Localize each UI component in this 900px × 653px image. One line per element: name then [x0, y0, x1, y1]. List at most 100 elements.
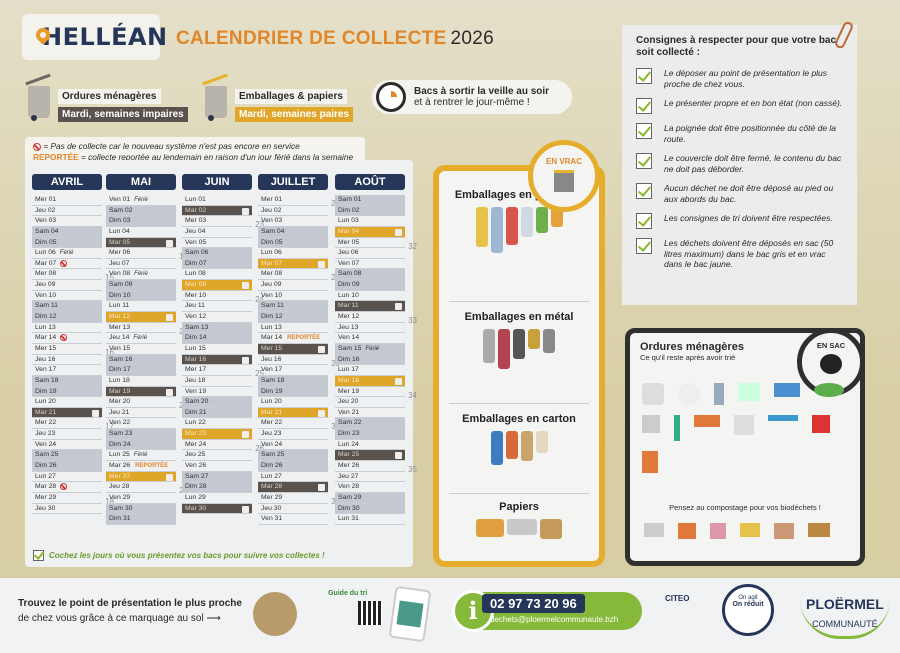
- calendar-day[interactable]: Mar 05: [106, 237, 176, 249]
- day-label: Sam 25: [35, 451, 59, 459]
- calendar-day[interactable]: Mar 21: [258, 407, 328, 419]
- calendar-day[interactable]: Mar 16: [182, 354, 252, 366]
- collection-checkbox[interactable]: [395, 377, 402, 385]
- email-link[interactable]: dechets@ploermelcommunaute.bzh: [490, 615, 619, 624]
- day-label: Jeu 21: [109, 408, 130, 416]
- collection-checkbox[interactable]: [395, 228, 402, 236]
- calendar-day: Mer 0127: [258, 195, 340, 208]
- collection-checkbox[interactable]: [242, 356, 249, 364]
- calendar-day: Jeu 11: [182, 301, 252, 313]
- collection-checkbox[interactable]: [242, 207, 249, 215]
- collection-checkbox[interactable]: [318, 260, 325, 268]
- day-label: Sam 02: [109, 206, 133, 214]
- week-number: 18: [105, 496, 114, 506]
- week-number: 17: [105, 422, 114, 432]
- day-label: Ven 28: [338, 483, 360, 491]
- calendar-day: Dim 17: [106, 365, 176, 376]
- collection-checkbox[interactable]: [318, 345, 325, 353]
- calendar-day[interactable]: Mar 04: [335, 226, 405, 238]
- day-label: Mer 15: [35, 344, 57, 352]
- collection-checkbox[interactable]: [242, 431, 249, 439]
- no-collection-icon: [60, 334, 68, 342]
- calendar-day: Mer 10 24: [182, 291, 264, 304]
- collection-checkbox[interactable]: [242, 505, 249, 513]
- calendar-day: Lun 03: [335, 216, 405, 227]
- guide-tri[interactable]: Guide du tri: [328, 590, 382, 625]
- day-label: Lun 13: [35, 323, 56, 331]
- metal-items-image: [439, 329, 599, 369]
- collection-checkbox[interactable]: [166, 314, 173, 322]
- month-0: AVRIL Mer 01 Jeu 0214Ven 03 Sam 04 Dim 05 Lun…: [32, 174, 114, 515]
- calendar-day[interactable]: Mar 28: [258, 482, 328, 493]
- calendar-day: Dim 30: [335, 503, 405, 515]
- household-items-image: [642, 383, 852, 473]
- qr-code-icon[interactable]: [358, 601, 382, 625]
- rule-item: Les déchets doivent être déposés en sac …: [636, 238, 843, 270]
- collection-checkbox[interactable]: [166, 388, 173, 396]
- collection-checkbox[interactable]: [318, 409, 325, 417]
- day-label: Sam 01: [338, 196, 362, 203]
- calendar-day[interactable]: Mar 12: [106, 312, 176, 323]
- calendar-footer: Cochez les jours où vous présentez vos b…: [33, 550, 325, 561]
- trash-bag-icon: [820, 354, 842, 374]
- calendar-day: Jeu 30: [32, 504, 102, 515]
- calendar-day: Dim 21: [182, 407, 252, 419]
- grey-bin-icon: [28, 86, 50, 121]
- day-label: Sam 18: [35, 376, 59, 384]
- calendar-day: Dim 24: [106, 439, 176, 451]
- stopwatch-icon: [376, 82, 406, 112]
- calendar-day: Mer 05 32: [335, 238, 417, 251]
- phone-app-image: [388, 585, 432, 643]
- rule-text: Aucun déchet ne doit être déposé au pied…: [664, 183, 834, 204]
- day-label: Jeu 09: [261, 281, 282, 289]
- collection-checkbox[interactable]: [395, 303, 402, 311]
- calendar-day[interactable]: Mar 23: [182, 429, 252, 440]
- calendar-day: Lun 06 Férié: [32, 248, 102, 259]
- day-label: Jeu 28: [109, 483, 130, 491]
- day-label: Lun 17: [338, 366, 359, 374]
- day-label: Jeu 06: [338, 249, 359, 257]
- day-label: Mer 10: [185, 291, 207, 299]
- calendar-day[interactable]: Mar 18: [335, 375, 405, 387]
- collection-checkbox[interactable]: [166, 239, 173, 247]
- calendar-day: Ven 15: [106, 344, 176, 355]
- week-number: 35: [408, 465, 417, 475]
- day-label: Sam 08: [338, 270, 362, 278]
- day-label: Jeu 20: [338, 398, 359, 406]
- calendar-day[interactable]: Mar 11: [335, 301, 405, 313]
- calendar-day: Ven 21: [335, 408, 405, 419]
- calendar-day: Lun 10: [335, 291, 405, 302]
- calendar-day: Ven 24: [32, 440, 102, 451]
- phone-number[interactable]: 02 97 73 20 96: [482, 594, 585, 613]
- collection-checkbox[interactable]: [395, 452, 402, 460]
- calendar-day: Jeu 07: [106, 259, 176, 270]
- calendar-footer-text: Cochez les jours où vous présentez vos b…: [49, 551, 325, 560]
- calendar-day[interactable]: Mar 09: [182, 280, 252, 291]
- rule-text: Les déchets doivent être déposés en sac …: [664, 238, 834, 269]
- calendar-day[interactable]: Mar 21: [32, 407, 102, 419]
- calendar-day: Mer 22 17: [32, 418, 114, 431]
- rule-item: Le couvercle doit être fermé, le contenu…: [636, 153, 843, 174]
- calendar-day[interactable]: Mar 30: [182, 503, 252, 515]
- calendar-day: Lun 17: [335, 365, 405, 376]
- calendar-day[interactable]: Mer 15: [258, 343, 328, 355]
- collection-checkbox[interactable]: [92, 409, 99, 417]
- calendar-day[interactable]: Mar 25: [335, 450, 405, 462]
- day-label: Ven 17: [35, 366, 57, 374]
- calendar-day: Jeu 14 Férié: [106, 333, 176, 344]
- calendar-day: Ven 14: [335, 333, 405, 344]
- calendar-day: Sam 22: [335, 418, 405, 430]
- guide-label: Guide du tri: [328, 590, 368, 597]
- calendar-day[interactable]: Mar 07: [258, 258, 328, 270]
- day-label: Jeu 16: [261, 355, 282, 363]
- calendar-day[interactable]: Mar 02: [182, 205, 252, 217]
- collection-checkbox[interactable]: [242, 282, 249, 290]
- calendar-day[interactable]: Mar 19: [106, 386, 176, 398]
- month-header: AOÛT: [335, 174, 405, 190]
- collection-checkbox[interactable]: [166, 473, 173, 481]
- calendar-day: Ven 28: [335, 482, 405, 493]
- calendar-day[interactable]: Mer 27: [106, 471, 176, 483]
- day-label: Ven 21: [338, 408, 360, 416]
- legend-reported-word: REPORTÉE: [33, 152, 79, 162]
- collection-checkbox[interactable]: [318, 484, 325, 492]
